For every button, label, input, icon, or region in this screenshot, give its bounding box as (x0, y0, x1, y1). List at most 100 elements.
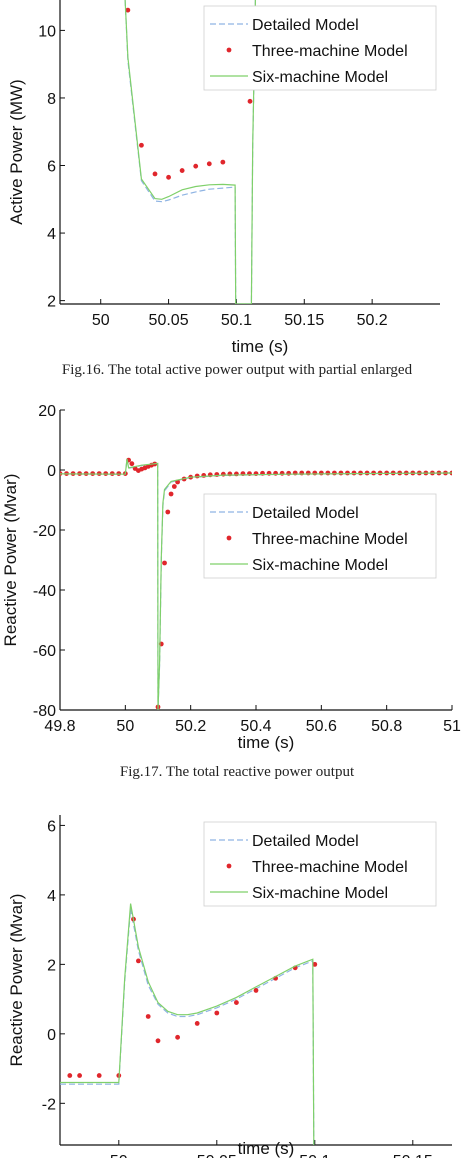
y-axis-label: Reactive Power (Mvar) (1, 474, 20, 647)
x-tick-label: 50.05 (197, 1153, 237, 1158)
y-tick-label: 2 (47, 957, 56, 974)
y-tick-label: 4 (47, 888, 56, 905)
three-machine-point (175, 1034, 181, 1040)
three-machine-point (214, 1010, 220, 1016)
y-axis-label: Active Power (MW) (7, 79, 26, 224)
legend-entry-label: Six-machine Model (252, 885, 388, 902)
y-tick-label: 2 (47, 294, 56, 311)
six-machine-line (124, 0, 256, 304)
figure-17-caption: Fig.17. The total reactive power output (120, 764, 355, 780)
three-machine-point (253, 988, 259, 993)
y-tick-label: -80 (33, 703, 56, 720)
x-tick-label: 50.1 (221, 312, 252, 329)
three-machine-point (325, 470, 331, 476)
three-machine-point (194, 473, 200, 479)
three-machine-point (318, 470, 324, 476)
y-tick-label: 4 (47, 226, 56, 243)
y-tick-label: 0 (47, 463, 56, 480)
three-machine-point (220, 159, 226, 165)
legend-three-swatch (226, 47, 232, 53)
legend-entry-label: Detailed Model (252, 505, 359, 522)
legend-entry-label: Six-machine Model (252, 69, 388, 86)
legend-three-swatch (226, 863, 232, 869)
x-tick-label: 49.8 (44, 718, 75, 735)
three-machine-point (152, 171, 158, 177)
three-machine-point (279, 470, 285, 476)
three-machine-point (129, 461, 135, 467)
detailed-model-line (124, 0, 256, 304)
legend-entry-label: Three-machine Model (252, 531, 408, 548)
three-machine-point (305, 470, 311, 476)
x-tick-label: 50.2 (357, 312, 388, 329)
y-tick-label: -2 (42, 1096, 56, 1113)
y-tick-label: -60 (33, 643, 56, 660)
y-tick-label: -40 (33, 583, 56, 600)
three-machine-point (145, 1014, 151, 1019)
three-machine-point (247, 98, 253, 104)
y-tick-label: 0 (47, 1027, 56, 1044)
three-machine-point (136, 958, 141, 964)
x-tick-label: 50.8 (371, 718, 402, 735)
three-machine-point (165, 509, 171, 515)
three-machine-point (312, 961, 318, 967)
three-machine-point (286, 470, 292, 476)
figure-16-caption: Fig.16. The total active power output wi… (62, 362, 413, 378)
three-machine-point (162, 560, 167, 566)
y-tick-label: 10 (38, 23, 56, 40)
chart-1: 50 50.05 50.1 50.15 50.2 2 4 6 8 10 time (s) Active… (7, 0, 440, 356)
x-tick-label: 50.4 (240, 718, 271, 735)
three-machine-point (194, 1021, 200, 1026)
three-machine-point (234, 1000, 239, 1005)
three-machine-point (345, 470, 350, 476)
legend: Detailed Model Three-machine Model Six-mac… (203, 5, 437, 91)
x-tick-label: 50.2 (175, 718, 206, 735)
x-tick-label: 50.1 (299, 1153, 330, 1158)
x-tick-label: 50.15 (284, 312, 324, 329)
x-axis-label: time (s) (238, 733, 295, 752)
y-tick-label: 6 (47, 159, 56, 176)
legend-three-swatch (226, 535, 232, 541)
three-machine-point (253, 471, 259, 476)
six-machine-line (60, 903, 315, 1145)
chart-3: 50 50.05 50.1 50.15 -2 0 2 4 6 time (s) Reactive P… (7, 815, 452, 1163)
legend: Detailed Model Three-machine Model Six-mac… (203, 493, 437, 579)
three-machine-point (166, 174, 171, 180)
three-machine-point (77, 1073, 82, 1078)
legend-entry-label: Detailed Model (252, 833, 359, 850)
x-tick-label: 50.15 (393, 1153, 433, 1158)
three-machine-point (168, 491, 174, 497)
legend-entry-label: Six-machine Model (252, 557, 388, 574)
three-machine-point (312, 470, 318, 476)
chart-2: 49.8 50 50.2 50.4 50.6 50.8 51 -80 -60 -40 -20 0 20 t… (1, 403, 461, 752)
detailed-model-line (60, 908, 315, 1145)
three-machine-point (125, 7, 131, 13)
x-tick-label: 51 (443, 718, 461, 735)
three-machine-point (201, 473, 207, 478)
y-tick-label: 6 (47, 818, 56, 835)
x-tick-label: 50.6 (306, 718, 337, 735)
x-axis-label: time (s) (238, 1139, 295, 1158)
three-machine-point (193, 163, 199, 169)
plot-area (124, 0, 256, 304)
three-machine-point (67, 1073, 73, 1078)
x-tick-label: 50.05 (149, 312, 189, 329)
y-tick-label: 20 (38, 403, 56, 420)
legend-entry-label: Three-machine Model (252, 859, 408, 876)
three-machine-point (220, 471, 226, 477)
x-tick-label: 50 (116, 718, 134, 735)
x-axis-label: time (s) (232, 337, 289, 356)
three-machine-point (338, 470, 344, 476)
three-machine-point (179, 168, 185, 173)
x-tick-label: 50 (92, 312, 110, 329)
y-tick-label: -20 (33, 523, 56, 540)
legend-entry-label: Detailed Model (252, 17, 359, 34)
three-machine-point (171, 484, 177, 489)
legend: Detailed Model Three-machine Model Six-mac… (203, 821, 437, 907)
three-machine-point (96, 1073, 102, 1078)
three-machine-point (139, 142, 144, 148)
legend-entry-label: Three-machine Model (252, 43, 408, 60)
plot-area (60, 903, 318, 1145)
three-machine-point (155, 1038, 161, 1044)
plot-area (60, 457, 452, 710)
